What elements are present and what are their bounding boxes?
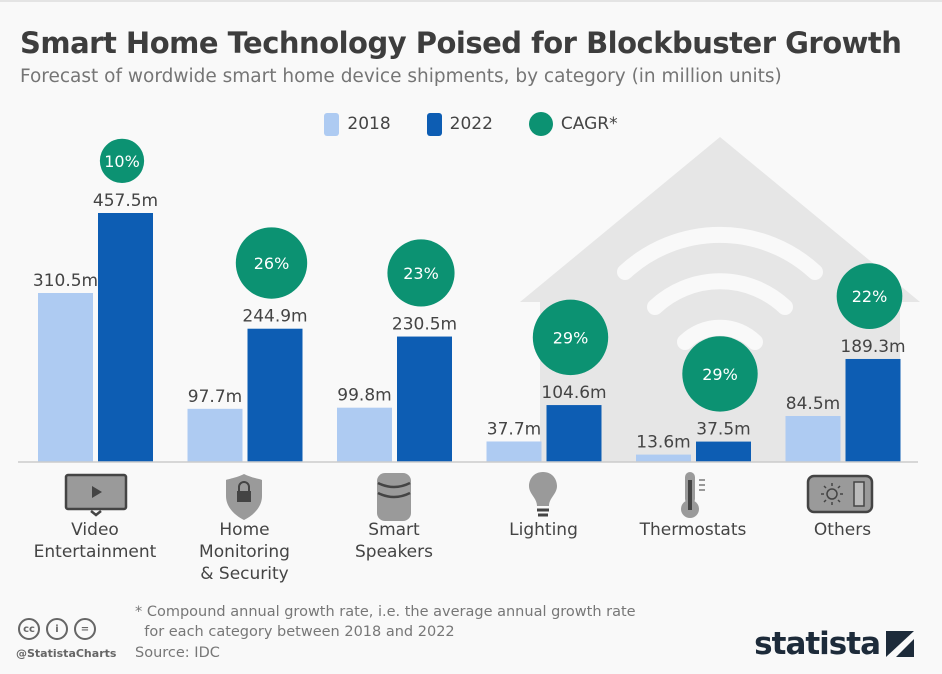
cagr-label: 23%	[403, 264, 439, 283]
data-label-2018: 99.8m	[337, 386, 391, 406]
data-label-2018: 84.5m	[786, 394, 840, 414]
lightbulb-icon	[529, 472, 557, 517]
smart-speaker-icon	[377, 473, 411, 521]
data-label-2022: 457.5m	[93, 191, 158, 211]
legend-item-2022: 2022	[426, 112, 493, 136]
cagr-label: 22%	[852, 287, 888, 306]
category-label: Home Monitoring & Security	[199, 520, 290, 584]
bar-2022	[845, 358, 901, 462]
cagr-bubble	[387, 239, 455, 307]
legend-swatch-2018	[324, 112, 340, 136]
cagr-bubble	[99, 138, 145, 183]
bar-2018	[785, 416, 841, 462]
legend-label: 2022	[449, 114, 493, 134]
bar-2018	[38, 293, 93, 462]
shield-lock-icon	[226, 474, 262, 520]
cc-icon: cc	[18, 618, 40, 640]
brand-text: statista	[754, 626, 881, 662]
data-label-2022: 230.5m	[392, 315, 457, 335]
footnote: * Compound annual growth rate, i.e. the …	[135, 604, 636, 640]
cagr-label: 10%	[104, 152, 140, 171]
data-label-2018: 310.5m	[33, 271, 98, 291]
house-wifi-watermark-icon	[520, 137, 920, 462]
legend-item-2018: 2018	[324, 112, 391, 136]
cagr-bubble	[682, 336, 758, 412]
cagr-bubble	[235, 227, 308, 299]
cagr-label: 26%	[254, 254, 290, 273]
tv-icon	[64, 473, 128, 517]
bar-2022	[247, 328, 303, 462]
category-label: Lighting	[509, 520, 578, 540]
creative-commons-icons: cc i =	[18, 618, 96, 640]
statista-logo-icon	[886, 631, 914, 657]
category-label: Others	[813, 520, 872, 540]
data-label-2018: 13.6m	[636, 433, 690, 453]
thermometer-icon	[681, 472, 705, 518]
category-label: Thermostats	[639, 520, 747, 540]
data-label-2018: 97.7m	[188, 387, 242, 407]
category-label: Video Entertainment	[33, 520, 157, 562]
cagr-bubble	[532, 299, 609, 376]
twitter-handle[interactable]: @StatistaCharts	[16, 647, 117, 660]
legend: 2018 2022 CAGR*	[0, 112, 942, 136]
legend-item-cagr: CAGR*	[528, 112, 618, 136]
no-derivatives-icon: =	[74, 618, 96, 640]
cagr-label: 29%	[702, 365, 738, 384]
bar-2018	[486, 441, 542, 462]
legend-swatch-2022	[426, 112, 442, 136]
bar-2022	[696, 441, 751, 462]
control-panel-icon	[806, 474, 874, 514]
data-label-2022: 104.6m	[541, 383, 606, 403]
data-label-2022: 189.3m	[840, 337, 905, 357]
legend-label: 2018	[347, 114, 391, 134]
category-label: Smart Speakers	[354, 520, 433, 562]
bar-2018	[187, 408, 243, 462]
statista-logo: statista	[754, 626, 914, 662]
bar-2022	[397, 336, 452, 462]
bar-2018	[337, 407, 392, 462]
data-label-2018: 37.7m	[487, 419, 541, 439]
data-label-2022: 37.5m	[696, 420, 750, 440]
bar-2018	[636, 454, 691, 462]
cagr-bubble	[836, 263, 903, 329]
attribution-icon: i	[46, 618, 68, 640]
legend-label: CAGR*	[560, 114, 618, 134]
data-label-2022: 244.9m	[242, 307, 307, 327]
chart-subtitle: Forecast of wordwide smart home device s…	[20, 66, 782, 87]
chart-title: Smart Home Technology Poised for Blockbu…	[20, 26, 902, 60]
cagr-label: 29%	[553, 328, 589, 347]
source-text: Source: IDC	[135, 645, 220, 661]
bar-2022	[98, 213, 153, 462]
bar-2022	[546, 405, 602, 462]
legend-dot-cagr	[528, 112, 553, 136]
